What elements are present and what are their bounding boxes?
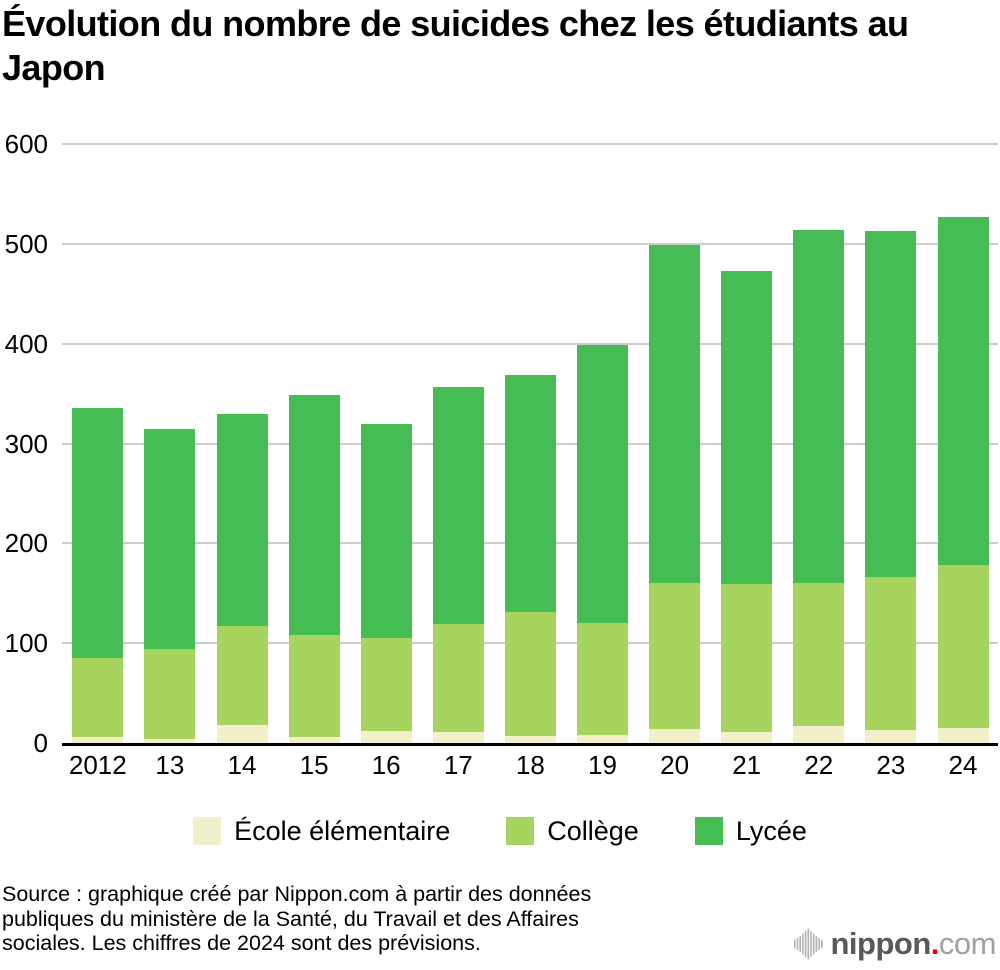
segment-Lycée — [360, 423, 412, 639]
x-tick-label: 2012 — [68, 750, 127, 780]
y-tick-label: 200 — [4, 528, 48, 559]
segment-Lycée — [721, 270, 773, 585]
segment-Lycée — [288, 394, 340, 636]
gridline — [62, 143, 998, 145]
source-line: publiques du ministère de la Santé, du T… — [2, 906, 579, 931]
bar-20 — [649, 244, 701, 743]
logo-dot: . — [930, 926, 940, 961]
segment-Lycée — [649, 244, 701, 584]
segment-Collège — [144, 649, 196, 740]
x-tick-label: 23 — [876, 750, 906, 780]
bar-17 — [432, 386, 484, 743]
segment-École élémentaire — [432, 732, 484, 743]
segment-Lycée — [865, 230, 917, 578]
x-tick-label: 22 — [804, 750, 834, 780]
source-line: sociales. Les chiffres de 2024 sont des … — [2, 931, 481, 955]
y-tick-label: 600 — [4, 129, 48, 159]
bar-19 — [577, 344, 628, 743]
legend-item-college: Collège — [506, 816, 639, 847]
segment-Collège — [937, 565, 989, 729]
x-tick-label: 15 — [299, 750, 329, 780]
source-line: Source : graphique créé par Nippon.com à… — [2, 882, 592, 906]
nippon-logo: nippon.com — [793, 922, 997, 966]
segment-Collège — [721, 584, 773, 733]
legend-swatch-college — [506, 817, 535, 845]
x-tick-label: 19 — [588, 750, 617, 780]
source-note: Source : graphique créé par Nippon.com à… — [2, 882, 722, 956]
legend-swatch-lycee — [694, 817, 723, 845]
segment-Collège — [288, 635, 340, 738]
x-tick-label: 13 — [155, 750, 185, 780]
bar-22 — [793, 229, 845, 743]
segment-Collège — [865, 577, 917, 731]
bar-14 — [216, 413, 268, 743]
segment-Lycée — [432, 386, 484, 625]
legend-label-lycee: Lycée — [735, 815, 807, 846]
gridline — [62, 342, 998, 345]
bar-24 — [937, 216, 989, 743]
legend: École élémentaire Collège Lycée — [0, 812, 1000, 850]
segment-Collège — [577, 623, 628, 736]
segment-École élémentaire — [144, 739, 196, 743]
x-tick-label: 20 — [660, 750, 690, 780]
segment-Collège — [72, 658, 124, 738]
plot-area — [62, 143, 998, 746]
segment-École élémentaire — [72, 737, 124, 743]
segment-École élémentaire — [577, 735, 628, 743]
segment-Collège — [793, 583, 845, 727]
soundwave-bars-icon — [793, 928, 823, 960]
segment-Lycée — [577, 344, 628, 624]
y-tick-label: 500 — [4, 228, 48, 259]
segment-École élémentaire — [649, 729, 701, 743]
x-tick-label: 18 — [515, 750, 545, 780]
bar-2012 — [72, 407, 124, 743]
bar-18 — [504, 374, 556, 743]
logo-tld: com — [938, 926, 997, 961]
x-tick-label: 24 — [948, 750, 978, 780]
segment-Collège — [216, 626, 268, 726]
bar-21 — [721, 270, 773, 743]
segment-Collège — [432, 624, 484, 733]
y-tick-label: 400 — [4, 328, 48, 359]
segment-Lycée — [937, 216, 989, 566]
segment-École élémentaire — [504, 736, 556, 743]
segment-Lycée — [793, 229, 845, 584]
bar-15 — [288, 394, 340, 743]
x-tick-label: 14 — [227, 750, 257, 780]
y-tick-label: 0 — [33, 728, 48, 758]
segment-École élémentaire — [216, 725, 268, 743]
segment-Lycée — [72, 407, 124, 659]
segment-École élémentaire — [865, 730, 917, 743]
x-tick-label: 21 — [732, 750, 762, 780]
bar-23 — [865, 230, 917, 743]
segment-École élémentaire — [288, 737, 340, 743]
bar-16 — [360, 423, 412, 743]
y-tick-label: 100 — [4, 628, 48, 659]
segment-École élémentaire — [793, 726, 845, 743]
legend-item-lycee: Lycée — [694, 815, 807, 847]
segment-École élémentaire — [721, 732, 773, 743]
gridline — [62, 242, 998, 245]
legend-label-ecole-elementaire: École élémentaire — [234, 815, 451, 846]
y-tick-label: 300 — [4, 428, 48, 459]
logo-text: nippon.com — [831, 926, 997, 962]
segment-Lycée — [504, 374, 556, 613]
segment-Lycée — [216, 413, 268, 627]
legend-label-college: Collège — [547, 815, 639, 846]
segment-Collège — [360, 638, 412, 732]
logo-wordmark: nippon — [830, 926, 932, 961]
segment-Collège — [649, 583, 701, 730]
segment-Collège — [504, 612, 556, 737]
legend-item-ecole-elementaire: École élémentaire — [193, 816, 450, 847]
x-tick-label: 17 — [443, 750, 473, 780]
segment-École élémentaire — [360, 731, 412, 743]
x-tick-label: 16 — [371, 750, 401, 780]
chart-title: Évolution du nombre de suicides chez les… — [2, 3, 909, 88]
segment-École élémentaire — [937, 728, 989, 743]
bar-13 — [144, 428, 196, 743]
legend-swatch-ecole-elementaire — [193, 817, 222, 845]
segment-Lycée — [144, 428, 196, 650]
